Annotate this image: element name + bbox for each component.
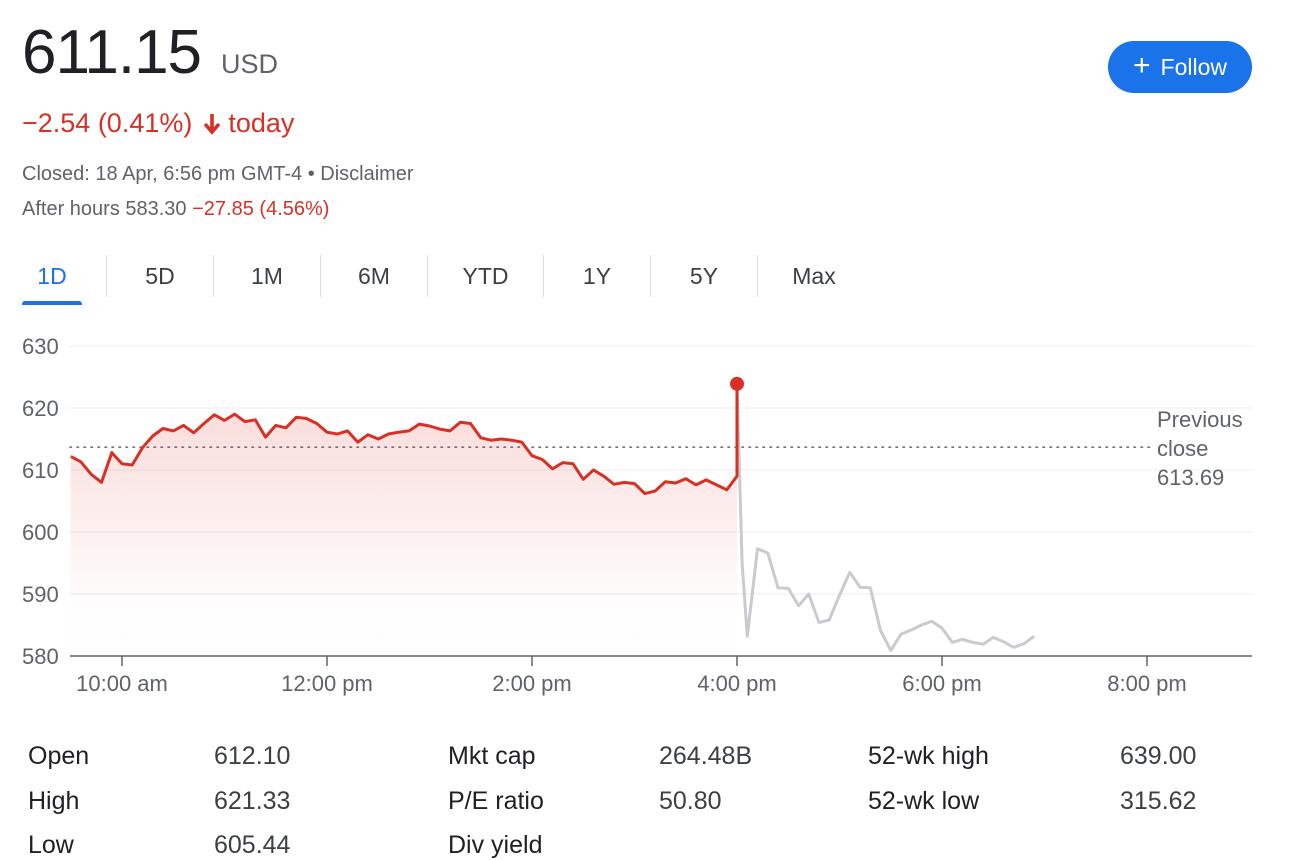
stat-value: 50.80: [659, 787, 722, 815]
tab-label: YTD: [462, 262, 509, 289]
arrow-down-icon: [202, 112, 222, 136]
previous-close-label: Previous: [1157, 407, 1243, 432]
tab-label: 1D: [37, 262, 67, 289]
tab-label: 5D: [145, 262, 175, 289]
price-chart[interactable]: 630 620 610 600 590 580 Previous close 613.69 10:…: [0, 0, 1292, 720]
after-hours-series: [735, 383, 1036, 652]
after-hours-change: −27.85 (4.56%): [192, 198, 330, 220]
tab-max[interactable]: Max: [758, 254, 870, 298]
tab-1m[interactable]: 1M: [214, 254, 320, 298]
y-tick-label: 580: [22, 644, 59, 669]
x-tick-label: 10:00 am: [76, 671, 168, 696]
y-tick-label: 620: [22, 396, 59, 421]
tab-label: 5Y: [689, 262, 719, 289]
plus-icon: +: [1133, 48, 1151, 82]
stat-value: 612.10: [214, 742, 291, 770]
stat-value: 639.00: [1120, 742, 1197, 770]
range-tabs: 1D 5D 1M 6M YTD 1Y 5Y Max: [22, 254, 870, 305]
current-price: 611.15: [22, 18, 202, 87]
stat-label: 52-wk low: [868, 787, 980, 815]
y-tick-label: 630: [22, 334, 59, 359]
stat-label: P/E ratio: [448, 787, 544, 815]
follow-button[interactable]: + Follow: [1108, 41, 1252, 93]
tab-divider: [213, 255, 214, 297]
tab-divider: [320, 255, 321, 297]
previous-close-label: 613.69: [1157, 465, 1224, 490]
stat-label: High: [28, 787, 80, 815]
y-tick-label: 600: [22, 520, 59, 545]
stat-value: 264.48B: [659, 742, 753, 770]
tab-5y[interactable]: 5Y: [651, 254, 757, 298]
change-value: −2.54 (0.41%): [22, 108, 193, 138]
follow-label: Follow: [1160, 53, 1227, 80]
tab-1d[interactable]: 1D: [22, 254, 82, 305]
stat-label: Mkt cap: [448, 742, 536, 770]
regular-session-series: [70, 383, 739, 496]
stat-label: 52-wk high: [868, 742, 989, 770]
previous-close-label: close: [1157, 436, 1208, 461]
currency-label: USD: [221, 49, 279, 79]
tab-divider: [543, 255, 544, 297]
stat-label: Open: [28, 742, 90, 770]
tab-ytd[interactable]: YTD: [428, 254, 543, 298]
y-tick-label: 610: [22, 458, 59, 483]
tab-label: Max: [792, 262, 836, 289]
tab-1y[interactable]: 1Y: [544, 254, 650, 298]
tab-5d[interactable]: 5D: [107, 254, 213, 298]
price-area-fill: [70, 414, 737, 656]
tab-divider: [106, 255, 107, 297]
stat-value: 315.62: [1120, 787, 1197, 815]
x-tick-label: 8:00 pm: [1107, 671, 1187, 696]
change-period: today: [228, 108, 295, 138]
after-hours-row: After hours 583.30 −27.85 (4.56%): [22, 198, 329, 221]
tab-6m[interactable]: 6M: [321, 254, 427, 298]
stat-value: 605.44: [214, 831, 291, 859]
price-header: 611.15 USD: [22, 22, 278, 84]
stat-value: 621.33: [214, 787, 291, 815]
after-hours-price: After hours 583.30: [22, 198, 187, 220]
market-status: Closed: 18 Apr, 6:56 pm GMT-4 • Disclaim…: [22, 163, 414, 185]
y-tick-label: 590: [22, 582, 59, 607]
tab-label: 1M: [251, 262, 283, 289]
x-tick-label: 12:00 pm: [281, 671, 373, 696]
stat-label: Div yield: [448, 831, 543, 859]
x-tick-label: 2:00 pm: [492, 671, 572, 696]
tab-divider: [650, 255, 651, 297]
tab-label: 1Y: [582, 262, 612, 289]
tab-divider: [757, 255, 758, 297]
price-change: −2.54 (0.41%) today: [22, 108, 294, 139]
tab-divider: [427, 255, 428, 297]
x-tick-label: 4:00 pm: [697, 671, 777, 696]
close-marker-dot: [730, 376, 744, 391]
stat-label: Low: [28, 831, 74, 859]
tab-label: 6M: [358, 262, 390, 289]
x-tick-label: 6:00 pm: [902, 671, 982, 696]
